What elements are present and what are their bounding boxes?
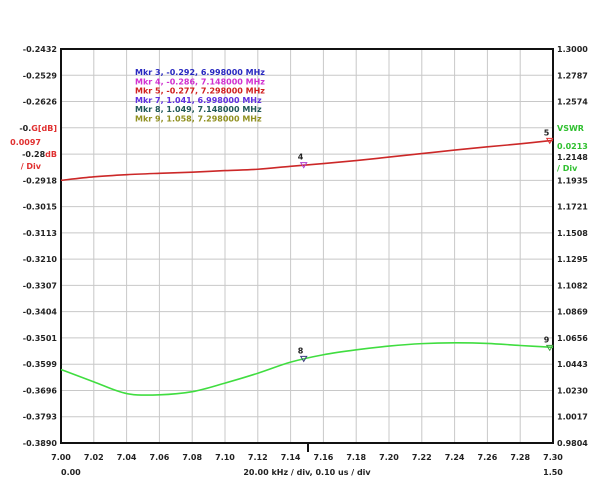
- left-axis-name: -0.G[dB]: [19, 124, 57, 133]
- x-tick-label: 7.14: [281, 453, 301, 462]
- right-tick-label: 1.0656: [557, 334, 588, 343]
- right-tick-label: 1.0017: [557, 413, 588, 422]
- x-tick-label: 7.00: [51, 453, 71, 462]
- marker-9-icon: [545, 344, 554, 352]
- marker-label: 8: [298, 346, 304, 355]
- left-axis-div-label: / Div: [21, 162, 42, 171]
- marker-label: 4: [298, 153, 304, 162]
- right-tick-label: 1.2574: [557, 98, 588, 107]
- right-tick-label: 1.1295: [557, 255, 588, 264]
- left-tick-label: -0.28: [22, 150, 45, 159]
- right-tick-label: 1.2148: [557, 153, 588, 162]
- x2-left-label: 0.00: [61, 468, 81, 477]
- legend-entry: Mkr 9, 1.058, 7.298000 MHz: [135, 115, 262, 124]
- right-tick-label: 0.9804: [557, 439, 588, 448]
- left-tick-with-unit: -0.28dB: [22, 150, 57, 159]
- left-tick-label: -0.3793: [23, 413, 57, 422]
- legend-entry: Mkr 5, -0.277, 7.298000 MHz: [135, 87, 265, 96]
- x-tick-label: 7.08: [182, 453, 202, 462]
- left-tick-label: -0.3501: [23, 334, 58, 343]
- right-axis-per-div: 0.0213: [557, 142, 588, 151]
- left-axis-unit: dB: [45, 150, 57, 159]
- left-tick-label: -0.3113: [23, 229, 57, 238]
- right-axis-name: VSWR: [557, 124, 584, 133]
- left-axis-name-label: G[dB]: [31, 124, 57, 133]
- legend-entry: Mkr 4, -0.286, 7.148000 MHz: [135, 77, 265, 86]
- series-line-1: [60, 139, 554, 182]
- left-axis-per-div: 0.0097: [10, 138, 41, 147]
- left-tick-label: -0.3210: [23, 255, 58, 264]
- marker-label: 9: [544, 335, 550, 344]
- x-tick-label: 7.02: [84, 453, 104, 462]
- right-tick-label: 1.1935: [557, 176, 588, 185]
- series-line-2: [60, 341, 554, 396]
- left-tick-label: -0.3890: [23, 439, 58, 448]
- marker-5-icon: [545, 137, 554, 145]
- right-tick-label: 1.1508: [557, 229, 588, 238]
- right-tick-label: 1.2787: [557, 71, 588, 80]
- x2-right-label: 1.50: [543, 468, 563, 477]
- x-tick-label: 7.18: [346, 453, 366, 462]
- left-tick-label: -0.3404: [23, 308, 58, 317]
- x-tick-label: 7.10: [215, 453, 235, 462]
- marker-4-icon: [299, 162, 308, 169]
- marker-8-icon: [299, 355, 308, 363]
- right-tick-label: 1.1721: [557, 203, 588, 212]
- left-axis-name-prefix: -0.: [19, 124, 31, 133]
- left-tick-label: -0.2529: [23, 71, 58, 80]
- right-tick-label: 1.1082: [557, 281, 588, 290]
- left-tick-label: -0.3015: [23, 203, 58, 212]
- left-tick-label: -0.2626: [23, 98, 58, 107]
- right-tick-label: 1.3000: [557, 45, 588, 54]
- x-tick-label: 7.04: [117, 453, 137, 462]
- x-tick-label: 7.24: [445, 453, 465, 462]
- right-tick-label: 1.0869: [557, 308, 588, 317]
- x-tick-label: 7.22: [412, 453, 432, 462]
- left-tick-label: -0.2918: [23, 176, 58, 185]
- legend-entry: Mkr 7, 1.041, 6.998000 MHz: [135, 96, 262, 105]
- left-tick-label: -0.2432: [23, 45, 57, 54]
- x-tick-label: 7.16: [314, 453, 334, 462]
- x-tick-label: 7.26: [478, 453, 498, 462]
- right-tick-label: 1.0443: [557, 360, 588, 369]
- left-tick-label: -0.3599: [23, 360, 58, 369]
- x-tick-label: 7.30: [543, 453, 563, 462]
- x-tick-label: 7.12: [248, 453, 268, 462]
- x-axis-label: 20.00 kHz / div, 0.10 us / div: [243, 468, 371, 477]
- x-tick-label: 7.28: [510, 453, 530, 462]
- left-tick-label: -0.3307: [23, 281, 57, 290]
- right-axis-div-label: / Div: [557, 164, 578, 173]
- x-tick-label: 7.20: [379, 453, 399, 462]
- legend-entry: Mkr 8, 1.049, 7.148000 MHz: [135, 105, 262, 114]
- legend-entry: Mkr 3, -0.292, 6.998000 MHz: [135, 68, 265, 77]
- marker-label: 5: [544, 128, 550, 137]
- x-tick-label: 7.06: [150, 453, 170, 462]
- left-tick-label: -0.3696: [23, 386, 58, 395]
- right-tick-label: 1.0230: [557, 386, 588, 395]
